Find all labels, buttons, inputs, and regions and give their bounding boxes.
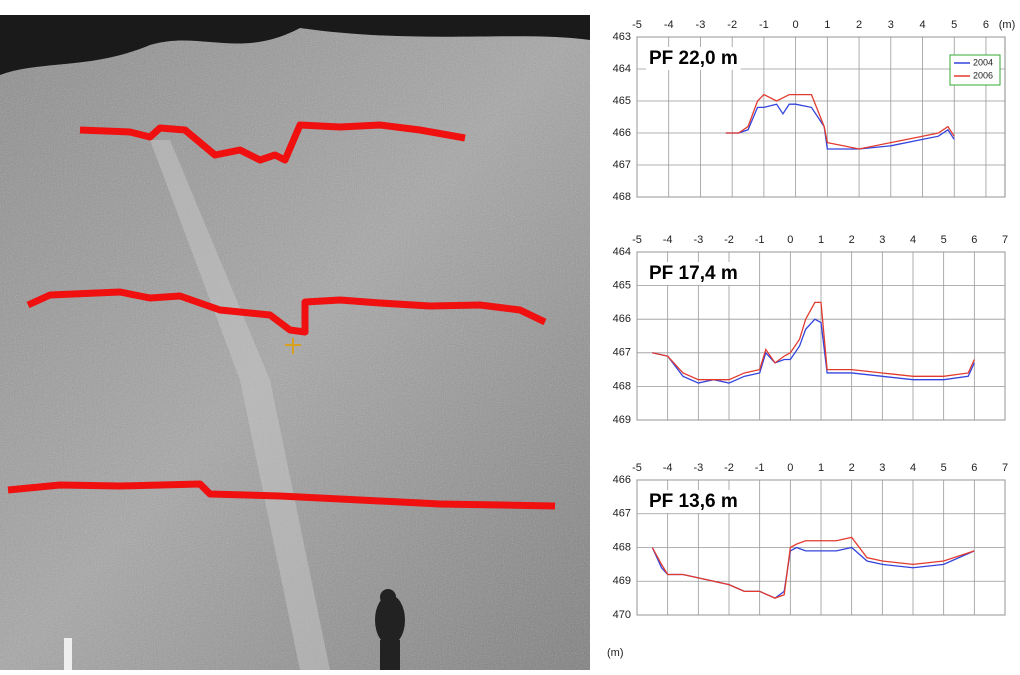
y-tick-label: 464 xyxy=(613,246,631,258)
x-tick-label: 4 xyxy=(910,234,916,246)
y-tick-label: 467 xyxy=(613,159,631,171)
x-tick-label: -2 xyxy=(724,462,734,474)
x-tick-label: 0 xyxy=(787,234,793,246)
x-tick-label: -5 xyxy=(632,19,642,31)
line-chart: -5 -4 -3 -2 -1 0 1 2 3 4 5 6 7 466 467 468 469 470 PF 13,6… xyxy=(607,462,1008,659)
legend-label: 2006 xyxy=(973,70,993,80)
x-tick-label: 5 xyxy=(941,462,947,474)
y-tick-label: 465 xyxy=(613,95,631,107)
x-tick-label: 5 xyxy=(941,234,947,246)
x-tick-label: 7 xyxy=(1002,234,1008,246)
y-tick-label: 467 xyxy=(613,347,631,359)
x-tick-label: -4 xyxy=(663,234,673,246)
x-tick-label: -1 xyxy=(755,462,765,474)
y-tick-label: 470 xyxy=(613,609,631,621)
x-tick-label: 1 xyxy=(818,234,824,246)
x-tick-label: -4 xyxy=(664,19,674,31)
x-tick-label: 7 xyxy=(1002,462,1008,474)
x-tick-label: 0 xyxy=(787,462,793,474)
y-tick-label: 464 xyxy=(613,63,631,75)
chart-title: PF 13,6 m xyxy=(649,491,738,512)
x-tick-label: 2 xyxy=(849,462,855,474)
y-tick-label: 468 xyxy=(613,380,631,392)
x-tick-label: 4 xyxy=(919,19,925,31)
y-tick-label: 468 xyxy=(613,191,631,203)
x-tick-label: -1 xyxy=(755,234,765,246)
x-tick-label: 3 xyxy=(888,19,894,31)
chart-title: PF 17,4 m xyxy=(649,263,738,284)
y-tick-label: 467 xyxy=(613,508,631,520)
line-chart: -5 -4 -3 -2 -1 0 1 2 3 4 5 6 463 464 465 466 467 468 PF 22… xyxy=(613,19,1016,203)
y-tick-label: 466 xyxy=(613,474,631,486)
y-tick-label: 463 xyxy=(613,31,631,43)
x-tick-label: 3 xyxy=(879,462,885,474)
y-tick-label: 466 xyxy=(613,313,631,325)
x-tick-label: -5 xyxy=(632,234,642,246)
x-tick-label: 2 xyxy=(849,234,855,246)
x-tick-label: -4 xyxy=(663,462,673,474)
figure: -5-4-3-2-10123456463464465466467468PF 22… xyxy=(0,0,1020,670)
page: {"chart_data": [ {"type": "line", "title… xyxy=(0,0,1020,670)
x-tick-label: -3 xyxy=(696,19,706,31)
x-tick-label: -2 xyxy=(727,19,737,31)
chart-title: PF 22,0 m xyxy=(649,48,738,69)
x-tick-label: -5 xyxy=(632,462,642,474)
legend-label: 2004 xyxy=(973,57,993,67)
x-tick-label: 2 xyxy=(856,19,862,31)
x-tick-label: -1 xyxy=(759,19,769,31)
cliff-photo xyxy=(0,15,590,670)
x-axis-label: (m) xyxy=(607,647,624,659)
x-axis-label: (m) xyxy=(999,19,1016,31)
y-tick-label: 469 xyxy=(613,414,631,426)
x-tick-label: 4 xyxy=(910,462,916,474)
x-tick-label: 6 xyxy=(971,234,977,246)
line-chart: -5 -4 -3 -2 -1 0 1 2 3 4 5 6 7 464 465 466 467 468 469 PF 1… xyxy=(613,234,1008,426)
y-tick-label: 466 xyxy=(613,127,631,139)
x-tick-label: -3 xyxy=(693,462,703,474)
x-tick-label: 1 xyxy=(818,462,824,474)
x-tick-label: 1 xyxy=(824,19,830,31)
x-tick-label: 0 xyxy=(793,19,799,31)
y-tick-label: 469 xyxy=(613,575,631,587)
y-tick-label: 465 xyxy=(613,280,631,292)
x-tick-label: -3 xyxy=(693,234,703,246)
y-tick-label: 468 xyxy=(613,541,631,553)
x-tick-label: 5 xyxy=(951,19,957,31)
x-tick-label: 6 xyxy=(971,462,977,474)
x-tick-label: -2 xyxy=(724,234,734,246)
x-tick-label: 6 xyxy=(983,19,989,31)
x-tick-label: 3 xyxy=(879,234,885,246)
